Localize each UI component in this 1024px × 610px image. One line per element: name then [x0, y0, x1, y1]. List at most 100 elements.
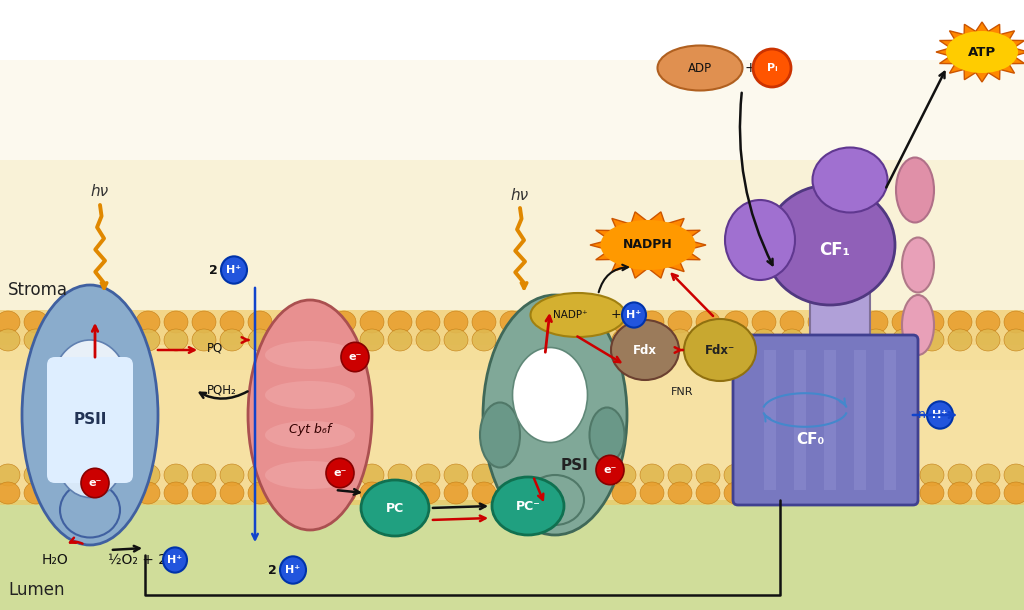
- Ellipse shape: [108, 311, 132, 333]
- Text: NADP⁺: NADP⁺: [553, 310, 588, 320]
- Ellipse shape: [472, 329, 496, 351]
- Ellipse shape: [892, 311, 916, 333]
- Ellipse shape: [864, 329, 888, 351]
- Ellipse shape: [528, 329, 552, 351]
- Ellipse shape: [920, 311, 944, 333]
- Ellipse shape: [444, 311, 468, 333]
- Ellipse shape: [864, 482, 888, 504]
- Ellipse shape: [80, 464, 104, 486]
- Ellipse shape: [612, 464, 636, 486]
- Ellipse shape: [304, 482, 328, 504]
- Ellipse shape: [164, 464, 188, 486]
- Text: H⁺: H⁺: [627, 310, 642, 320]
- Ellipse shape: [724, 311, 748, 333]
- Ellipse shape: [80, 329, 104, 351]
- Ellipse shape: [584, 329, 608, 351]
- Text: e⁻: e⁻: [88, 478, 101, 488]
- Ellipse shape: [472, 311, 496, 333]
- Ellipse shape: [276, 464, 300, 486]
- FancyBboxPatch shape: [810, 285, 870, 360]
- Ellipse shape: [927, 401, 953, 429]
- Ellipse shape: [752, 329, 776, 351]
- Ellipse shape: [108, 329, 132, 351]
- Ellipse shape: [526, 475, 584, 525]
- Ellipse shape: [920, 464, 944, 486]
- Text: Fdx: Fdx: [633, 343, 657, 356]
- Text: PQH₂: PQH₂: [207, 384, 237, 396]
- Ellipse shape: [892, 482, 916, 504]
- Text: CF₁: CF₁: [819, 241, 851, 259]
- Ellipse shape: [108, 482, 132, 504]
- Ellipse shape: [164, 329, 188, 351]
- Ellipse shape: [780, 464, 804, 486]
- Ellipse shape: [765, 185, 895, 305]
- Ellipse shape: [265, 421, 355, 449]
- Ellipse shape: [416, 311, 440, 333]
- Ellipse shape: [976, 482, 1000, 504]
- Ellipse shape: [416, 482, 440, 504]
- Ellipse shape: [24, 464, 48, 486]
- Text: PC: PC: [386, 501, 404, 514]
- Text: n: n: [919, 409, 926, 422]
- Ellipse shape: [52, 311, 76, 333]
- Ellipse shape: [304, 329, 328, 351]
- Ellipse shape: [836, 311, 860, 333]
- Ellipse shape: [60, 483, 120, 537]
- Ellipse shape: [1004, 464, 1024, 486]
- Bar: [854, 350, 866, 490]
- Ellipse shape: [81, 468, 109, 498]
- Ellipse shape: [668, 329, 692, 351]
- Ellipse shape: [864, 464, 888, 486]
- Ellipse shape: [276, 482, 300, 504]
- Ellipse shape: [360, 329, 384, 351]
- Ellipse shape: [753, 49, 791, 87]
- Ellipse shape: [948, 482, 972, 504]
- Text: Stroma: Stroma: [8, 281, 68, 299]
- Ellipse shape: [220, 329, 244, 351]
- Text: H⁺: H⁺: [933, 410, 947, 420]
- Ellipse shape: [668, 482, 692, 504]
- Ellipse shape: [276, 311, 300, 333]
- Ellipse shape: [500, 482, 524, 504]
- Ellipse shape: [265, 461, 355, 489]
- Ellipse shape: [528, 311, 552, 333]
- Ellipse shape: [332, 464, 356, 486]
- Ellipse shape: [444, 329, 468, 351]
- Ellipse shape: [556, 329, 580, 351]
- Ellipse shape: [640, 464, 664, 486]
- Ellipse shape: [752, 311, 776, 333]
- Ellipse shape: [248, 300, 372, 530]
- Text: H⁺: H⁺: [286, 565, 301, 575]
- Ellipse shape: [0, 464, 20, 486]
- Ellipse shape: [808, 482, 831, 504]
- Ellipse shape: [836, 482, 860, 504]
- Ellipse shape: [332, 311, 356, 333]
- Ellipse shape: [528, 464, 552, 486]
- Ellipse shape: [193, 329, 216, 351]
- Ellipse shape: [724, 482, 748, 504]
- Text: 2: 2: [209, 264, 218, 276]
- Ellipse shape: [221, 256, 247, 284]
- Ellipse shape: [528, 482, 552, 504]
- Ellipse shape: [80, 311, 104, 333]
- Ellipse shape: [612, 329, 636, 351]
- Ellipse shape: [864, 311, 888, 333]
- Ellipse shape: [696, 464, 720, 486]
- Ellipse shape: [248, 482, 272, 504]
- Ellipse shape: [280, 556, 306, 584]
- Ellipse shape: [622, 303, 646, 328]
- Ellipse shape: [360, 311, 384, 333]
- Ellipse shape: [332, 329, 356, 351]
- Ellipse shape: [556, 464, 580, 486]
- Ellipse shape: [360, 482, 384, 504]
- Ellipse shape: [265, 381, 355, 409]
- Ellipse shape: [696, 329, 720, 351]
- Ellipse shape: [668, 311, 692, 333]
- Ellipse shape: [612, 311, 636, 333]
- Text: Lumen: Lumen: [8, 581, 65, 599]
- Ellipse shape: [752, 482, 776, 504]
- Ellipse shape: [248, 329, 272, 351]
- Bar: [884, 350, 896, 490]
- Ellipse shape: [512, 348, 588, 442]
- Text: Fdx⁻: Fdx⁻: [705, 343, 735, 356]
